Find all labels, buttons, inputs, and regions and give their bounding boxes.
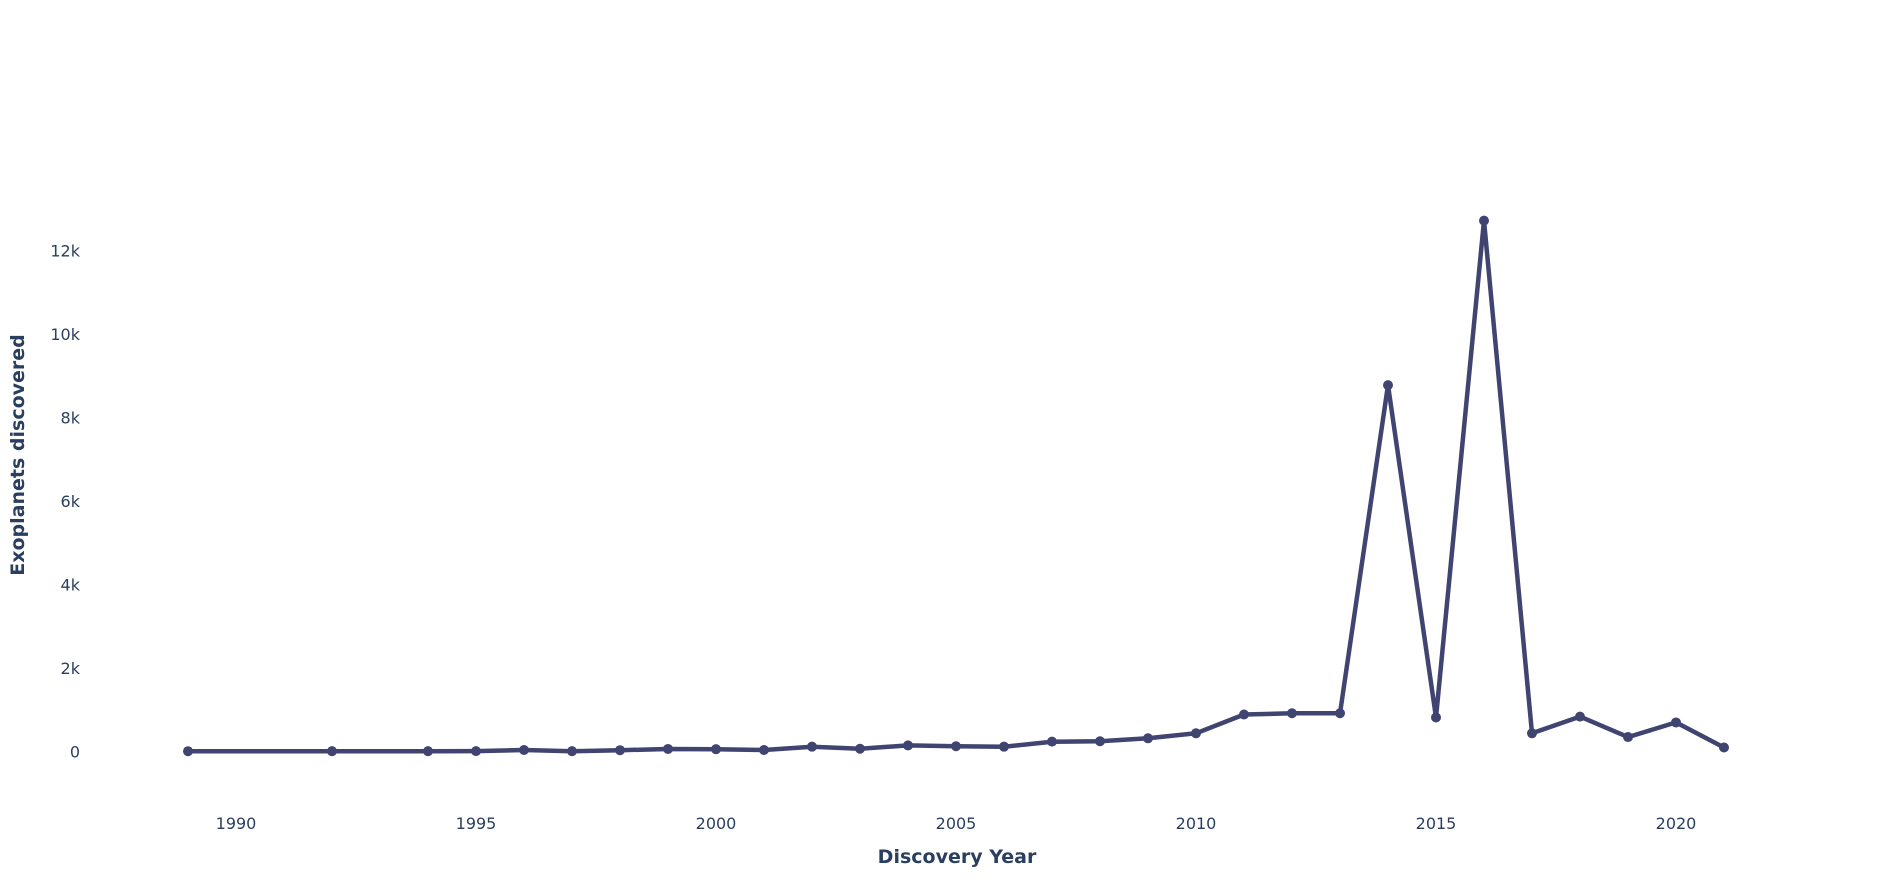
data-point[interactable]	[1623, 732, 1633, 743]
data-point[interactable]	[1383, 380, 1393, 391]
data-point[interactable]	[1095, 736, 1105, 747]
y-tick-label: 8k	[61, 408, 81, 427]
y-axis-title: Exoplanets discovered	[7, 334, 29, 576]
data-point[interactable]	[1527, 728, 1537, 739]
x-axis-title: Discovery Year	[878, 846, 1037, 868]
data-point[interactable]	[1671, 717, 1681, 728]
data-point[interactable]	[1335, 708, 1345, 719]
y-tick-label: 10k	[50, 325, 80, 344]
data-point[interactable]	[951, 741, 961, 752]
data-point[interactable]	[183, 746, 193, 757]
x-tick-label: 2015	[1416, 814, 1457, 833]
data-point[interactable]	[423, 746, 433, 757]
data-point[interactable]	[1191, 728, 1201, 739]
y-tick-label: 4k	[61, 575, 81, 594]
data-point[interactable]	[1479, 215, 1489, 226]
data-point[interactable]	[327, 746, 337, 757]
data-point[interactable]	[1719, 742, 1729, 753]
x-tick-label: 2010	[1176, 814, 1217, 833]
x-tick-label: 1990	[216, 814, 257, 833]
data-point[interactable]	[1239, 709, 1249, 720]
data-point[interactable]	[1047, 736, 1057, 747]
y-tick-label: 0	[70, 742, 80, 761]
y-tick-label: 6k	[61, 492, 81, 511]
y-axis-ticks: 0 2k 4k 6k 8k 10k 12k	[50, 241, 80, 761]
x-tick-label: 1995	[456, 814, 497, 833]
y-tick-label: 2k	[61, 659, 81, 678]
x-axis-ticks: 1990 1995 2000 2005 2010 2015 2020	[216, 814, 1697, 833]
data-point[interactable]	[663, 743, 673, 754]
data-point[interactable]	[999, 741, 1009, 752]
data-point[interactable]	[711, 744, 721, 755]
data-point[interactable]	[759, 745, 769, 756]
y-tick-label: 12k	[50, 241, 80, 260]
series-line	[188, 218, 1726, 754]
data-point[interactable]	[519, 745, 529, 756]
data-point[interactable]	[1143, 733, 1153, 744]
data-point[interactable]	[567, 746, 577, 757]
data-point[interactable]	[1287, 708, 1297, 719]
data-point[interactable]	[471, 746, 481, 757]
data-point[interactable]	[807, 741, 817, 752]
data-point[interactable]	[1575, 711, 1585, 722]
data-point[interactable]	[855, 743, 865, 754]
x-tick-label: 2000	[696, 814, 737, 833]
data-point[interactable]	[1431, 712, 1441, 723]
data-point[interactable]	[903, 740, 913, 751]
x-tick-label: 2005	[936, 814, 977, 833]
x-tick-label: 2020	[1656, 814, 1697, 833]
plot-area	[183, 215, 1729, 757]
data-point[interactable]	[615, 745, 625, 756]
